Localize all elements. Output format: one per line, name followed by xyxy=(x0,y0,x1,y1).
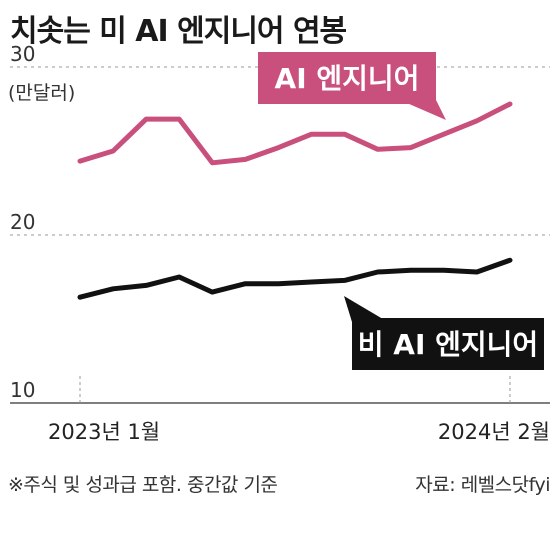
y-axis-unit: (만달러) xyxy=(8,82,75,104)
y-tick-label: 20 xyxy=(10,210,35,234)
callout-tail xyxy=(400,100,446,120)
footnote: ※주식 및 성과급 포함. 중간값 기준 xyxy=(8,474,278,496)
series-label: AI 엔지니어 xyxy=(275,62,420,95)
series-label: 비 AI 엔지니어 xyxy=(358,328,538,361)
callout-tail xyxy=(344,296,388,322)
series-line-ai xyxy=(77,101,513,166)
y-tick-label: 10 xyxy=(10,378,35,402)
chart-title: 치솟는 미 AI 엔지니어 연봉 xyxy=(10,14,347,49)
callout-box xyxy=(352,318,544,370)
legend-nonai: 비 AI 엔지니어 xyxy=(344,296,544,370)
source-label: 자료: 레벨스닷fyi xyxy=(415,474,550,496)
series-line-nonai xyxy=(77,257,513,300)
callout-box xyxy=(258,52,436,104)
y-tick-label: 30 xyxy=(10,42,35,66)
x-tick-label: 2024년 2월 xyxy=(438,420,550,444)
legend-ai: AI 엔지니어 xyxy=(258,52,446,120)
x-tick-label: 2023년 1월 xyxy=(48,420,160,444)
